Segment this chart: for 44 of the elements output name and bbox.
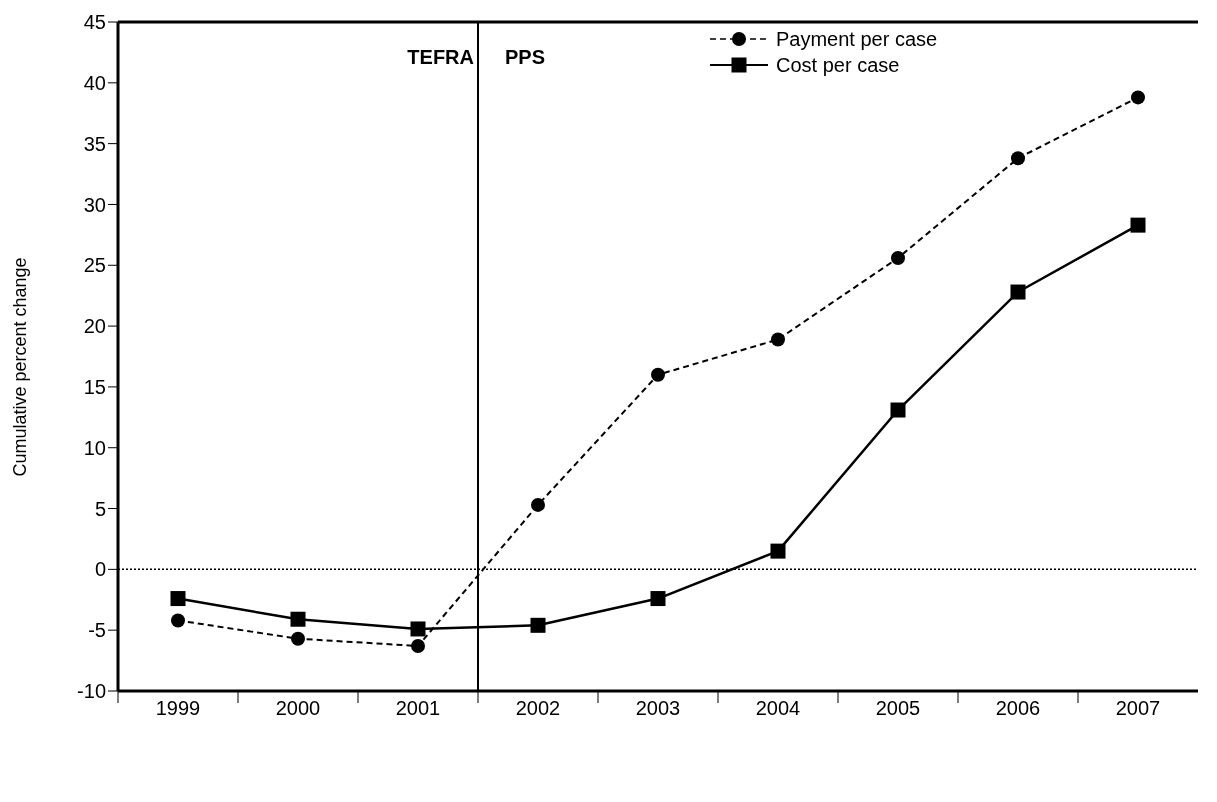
y-tick-label: 15 bbox=[83, 376, 106, 399]
point bbox=[650, 591, 666, 607]
point bbox=[411, 639, 425, 653]
point bbox=[890, 402, 906, 418]
point bbox=[170, 591, 186, 607]
annotation: TEFRA bbox=[407, 46, 474, 68]
point bbox=[1011, 151, 1025, 166]
y-tick-label: 10 bbox=[83, 436, 106, 459]
point bbox=[410, 621, 426, 637]
y-tick-label: 0 bbox=[94, 558, 106, 581]
y-tick-label: 5 bbox=[94, 497, 106, 520]
point bbox=[771, 332, 785, 347]
legend-label: Payment per case bbox=[776, 27, 938, 51]
x-tick-label: 2000 bbox=[275, 697, 321, 719]
x-tick-label: 2003 bbox=[635, 697, 681, 719]
y-tick-label: 35 bbox=[83, 132, 106, 155]
x-tick-label: 2004 bbox=[755, 697, 801, 719]
point bbox=[651, 367, 665, 382]
point bbox=[171, 613, 185, 628]
y-tick-label: -5 bbox=[88, 619, 106, 642]
point bbox=[770, 543, 786, 559]
x-tick-label: 2007 bbox=[1115, 697, 1161, 719]
point bbox=[530, 617, 546, 633]
y-tick-label: 20 bbox=[83, 315, 106, 338]
point bbox=[1131, 90, 1145, 105]
x-tick-label: 2005 bbox=[875, 697, 921, 719]
point bbox=[290, 611, 306, 627]
x-tick-label: 1999 bbox=[155, 697, 201, 719]
point bbox=[891, 250, 905, 265]
y-tick-label: 30 bbox=[83, 193, 106, 216]
y-tick-label: 40 bbox=[83, 71, 106, 94]
point bbox=[1010, 284, 1026, 300]
y-tick-label: 45 bbox=[83, 11, 106, 34]
x-tick-label: 2006 bbox=[995, 697, 1041, 719]
legend-label: Cost per case bbox=[776, 53, 900, 77]
y-tick-label: 25 bbox=[83, 254, 106, 277]
point bbox=[291, 631, 305, 646]
point bbox=[1130, 217, 1146, 233]
x-tick-label: 2002 bbox=[515, 697, 561, 719]
x-tick-label: 2001 bbox=[395, 697, 441, 719]
y-tick-label: -10 bbox=[77, 680, 106, 703]
annotation: PPS bbox=[505, 46, 546, 68]
point bbox=[531, 497, 545, 512]
y-axis-title: Cumulative percent change bbox=[10, 257, 31, 477]
